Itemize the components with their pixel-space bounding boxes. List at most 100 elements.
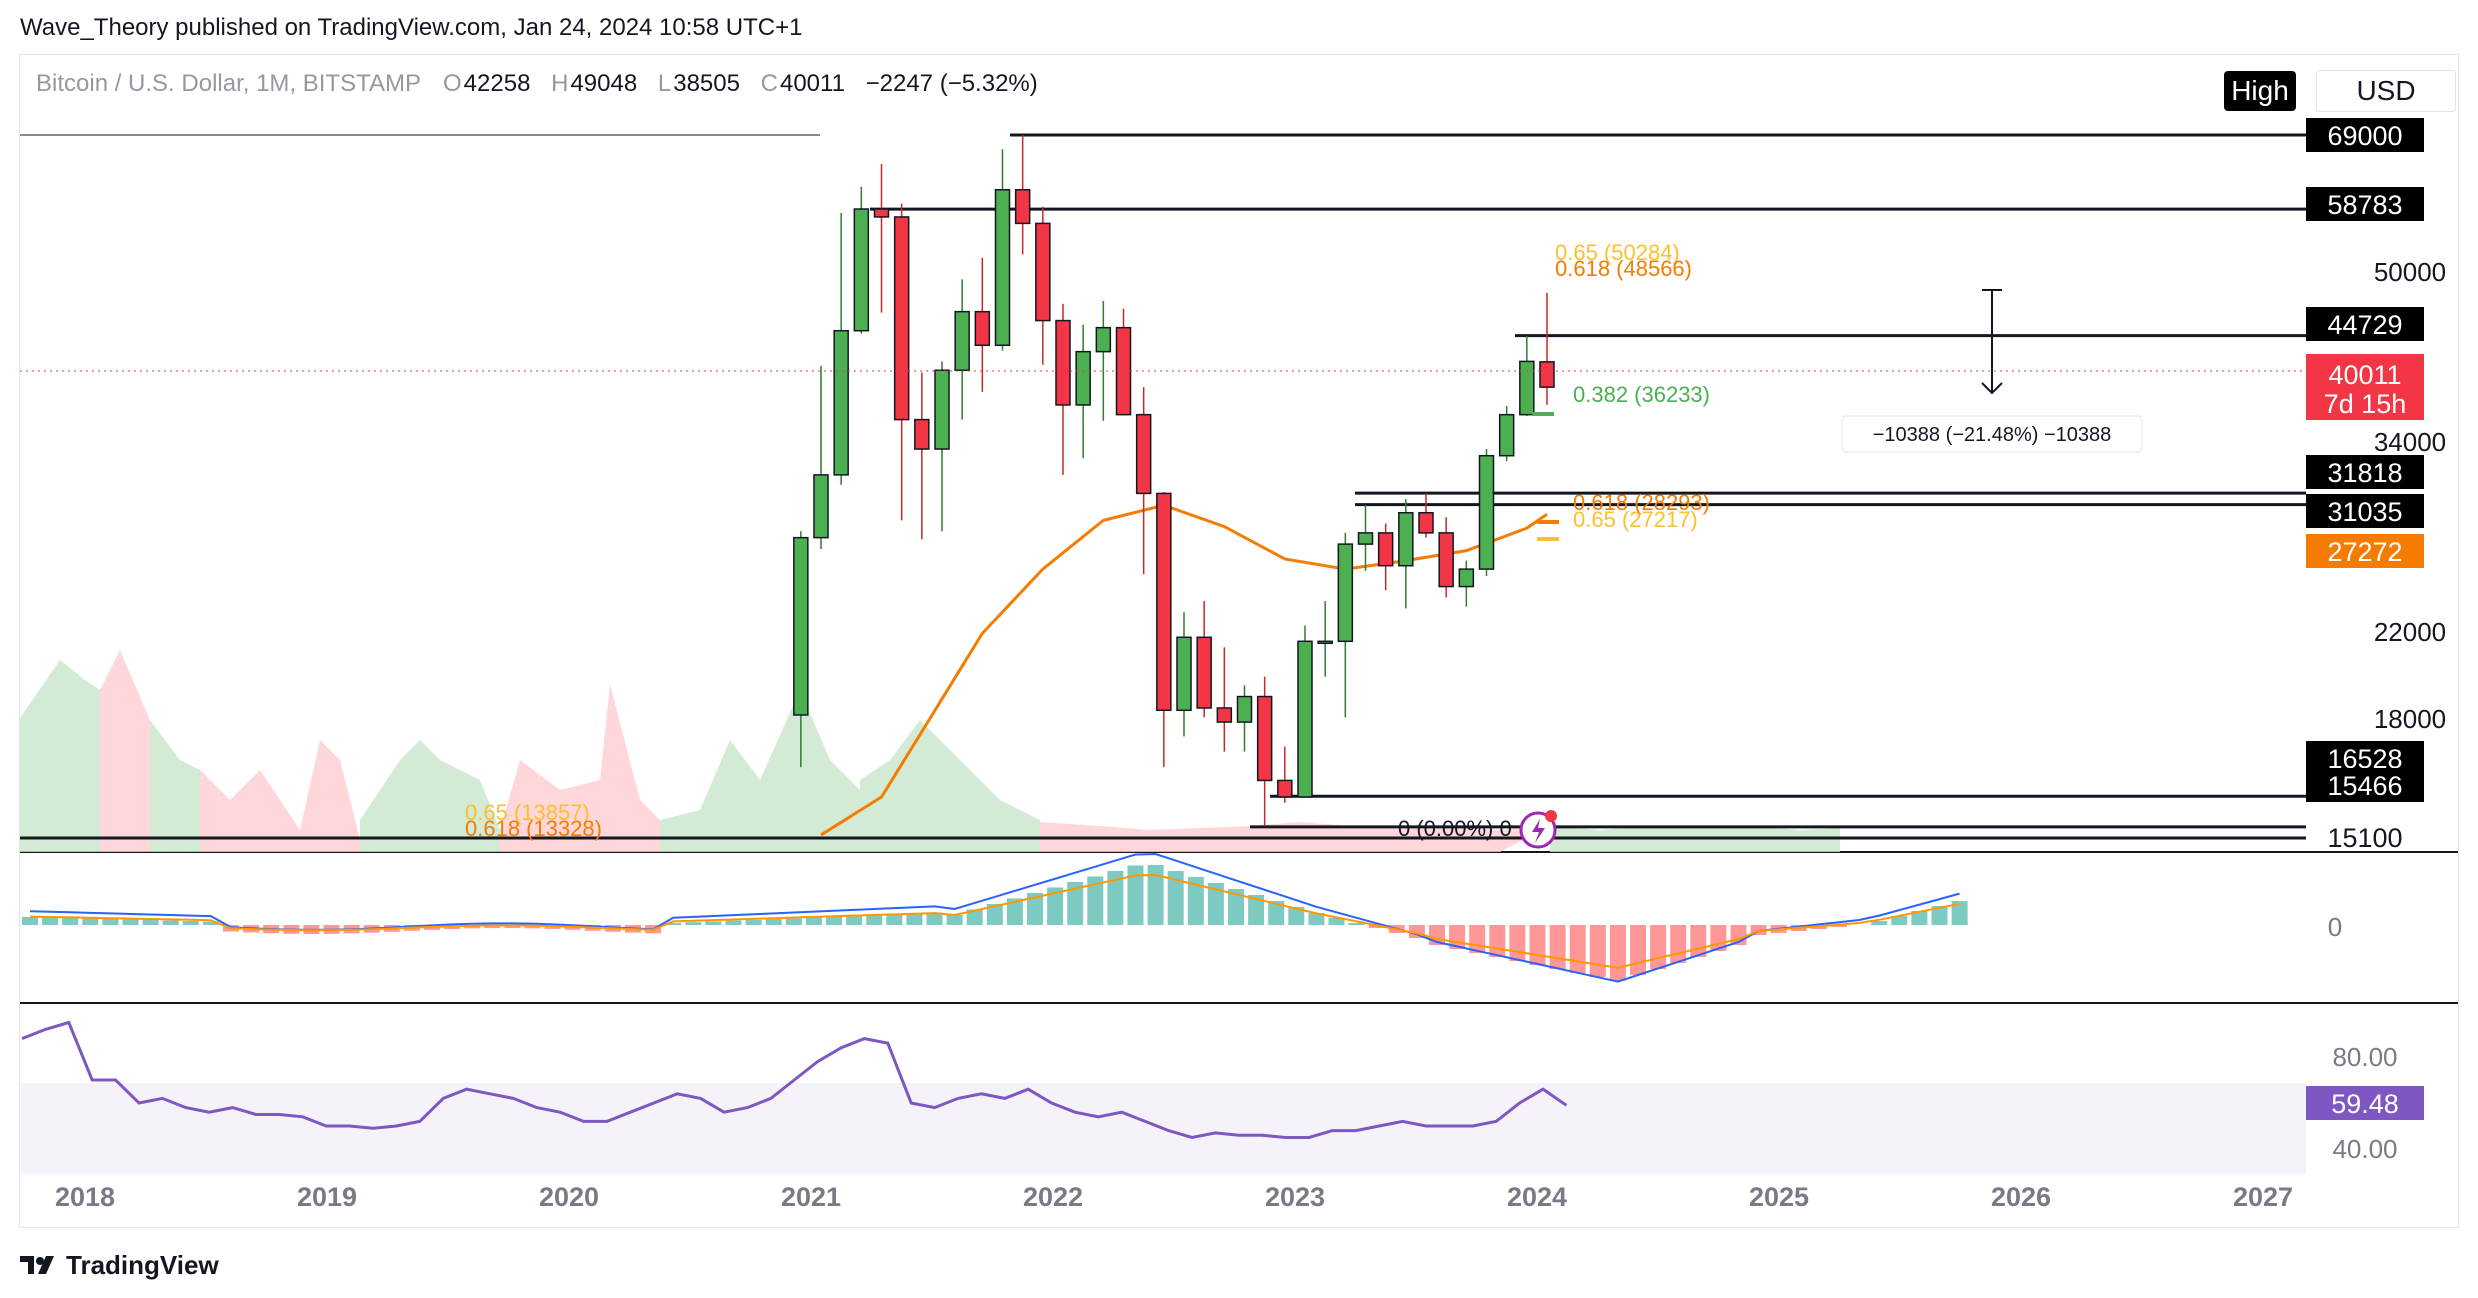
macd-histogram-bar (1047, 887, 1064, 925)
year-label: 2020 (539, 1182, 599, 1212)
macd-histogram-bar (1489, 925, 1506, 957)
macd-pane[interactable] (22, 852, 1968, 983)
fibonacci-levels[interactable]: 0.65 (50284)0.618 (48566) 0.382 (36233) 0.… (465, 240, 1710, 841)
macd-histogram-bar (745, 919, 762, 925)
ema-badge (2306, 534, 2424, 568)
macd-histogram-bar (785, 918, 802, 925)
candle-body (1438, 532, 1454, 588)
candle (1317, 601, 1333, 677)
candle-body (934, 369, 950, 450)
macd-histogram-bar (1650, 925, 1667, 969)
rsi-value-badge (2306, 1086, 2424, 1120)
price-level-label: 15466 (2327, 771, 2402, 801)
horizontal-levels[interactable] (20, 133, 2306, 840)
macd-histogram-bar (1147, 865, 1164, 925)
macd-histogram-bar (1368, 925, 1385, 928)
macd-histogram-bar (1207, 883, 1224, 925)
candle (1216, 647, 1233, 752)
candle (1156, 491, 1172, 768)
macd-histogram-bar (906, 913, 923, 925)
candle-body (1176, 636, 1192, 712)
measure-label-box (1841, 415, 2143, 453)
candle (813, 365, 829, 549)
candle-body (1539, 361, 1555, 388)
candle-body (813, 474, 829, 539)
last-price-countdown: 7d 15h (2324, 389, 2407, 419)
candle (873, 164, 890, 313)
candle (1256, 676, 1273, 826)
macd-histogram-bar (705, 921, 722, 925)
candle-body (1357, 532, 1374, 545)
macd-histogram-bar (1529, 925, 1546, 965)
candles[interactable] (793, 135, 1555, 826)
macd-histogram-bar (1127, 865, 1144, 925)
fib-label: 0.382 (36233) (1573, 382, 1710, 407)
legend-l-label: L (657, 70, 672, 97)
candle-body (1196, 636, 1212, 709)
macd-histogram-bar (1690, 925, 1707, 957)
candle-body (1095, 326, 1112, 353)
candle (1357, 505, 1374, 571)
price-tick-label: 18000 (2374, 704, 2446, 734)
macd-histogram-bar (826, 916, 842, 925)
time-axis[interactable]: 2018 2019 2020 2021 2022 2023 2024 2025 2026 2027 (55, 1182, 2293, 1212)
candle (1418, 493, 1434, 538)
price-level-badge (2306, 118, 2424, 152)
macd-histogram-bar (182, 921, 199, 925)
price-level-badge (2306, 768, 2424, 802)
macd-histogram-bar (82, 918, 99, 925)
candle-body (1478, 454, 1495, 570)
macd-histogram-bar (966, 909, 983, 925)
year-label: 2021 (781, 1182, 841, 1212)
macd-histogram-bar (1891, 916, 1908, 925)
measure-tool[interactable]: −10388 (−21.48%) −10388 (1841, 289, 2143, 453)
macd-histogram-bar (1630, 925, 1646, 975)
candle-body (793, 536, 809, 716)
macd-histogram-bar (1187, 877, 1204, 925)
candle (1478, 449, 1495, 577)
high-toggle-button[interactable]: High (2224, 71, 2296, 111)
legend-high: 49048 (570, 70, 638, 97)
price-level-badge (2306, 455, 2424, 489)
legend-change: −2247 (−5.32%) (865, 70, 1038, 97)
last-price-value: 40011 (2328, 360, 2401, 390)
macd-signal-line (29, 873, 1960, 969)
candle-body (1317, 640, 1333, 645)
candle-body (1297, 640, 1313, 798)
price-level-label: 31035 (2327, 497, 2402, 527)
candle-body (994, 188, 1011, 347)
macd-histogram-bar (1328, 918, 1345, 925)
legend-open: 42258 (463, 70, 531, 97)
price-level-label: 44729 (2327, 310, 2402, 340)
candle-body (1277, 779, 1293, 798)
lightning-event-icon[interactable] (1519, 810, 1557, 849)
macd-histogram-bar (1911, 911, 1928, 925)
year-label: 2022 (1023, 1182, 1083, 1212)
macd-histogram-bar (986, 904, 1003, 925)
macd-histogram-bar (122, 919, 139, 925)
candle (1297, 625, 1313, 798)
fib-label: 0.65 (27217) (1573, 507, 1698, 532)
macd-histogram-bar (1308, 913, 1325, 925)
legend-c-label: C (760, 70, 778, 97)
candle-body (873, 208, 890, 218)
currency-button[interactable]: USD (2316, 70, 2456, 112)
candle-body (1377, 532, 1394, 567)
rsi-pane[interactable] (21, 1020, 1568, 1140)
measure-label: −10388 (−21.48%) −10388 (1873, 424, 2112, 446)
candle (1035, 206, 1051, 365)
macd-histogram-bar (1931, 906, 1948, 925)
candle-body (1236, 695, 1253, 723)
fib-label: 0 (0.00%) 0 (1398, 816, 1512, 841)
price-tick-label: 22000 (2374, 617, 2446, 647)
macd-histogram-bar (1348, 923, 1365, 925)
candle (1176, 612, 1192, 737)
macd-histogram-bar (1569, 925, 1586, 973)
candle (1277, 746, 1293, 803)
price-axis[interactable]: 50000 34000 22000 18000 69000 58783 44729 31818… (2306, 118, 2446, 1164)
candle-body (1337, 543, 1354, 643)
legend-low: 38505 (673, 70, 740, 97)
candle (1055, 303, 1071, 475)
macd-histogram-bar (142, 920, 159, 925)
